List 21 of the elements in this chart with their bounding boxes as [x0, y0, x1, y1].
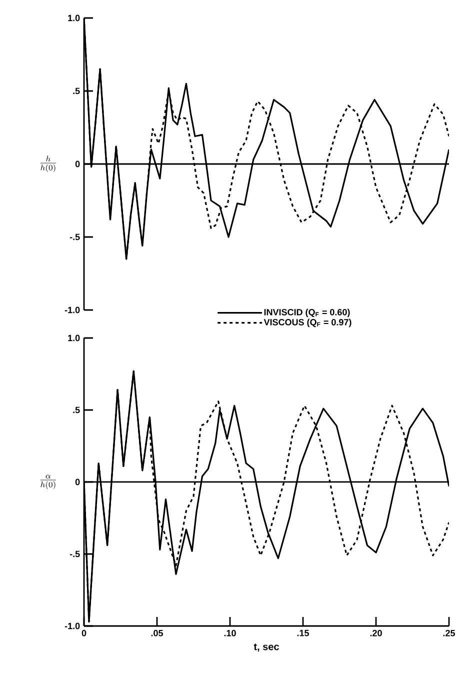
y-tick-label: -.5	[70, 550, 80, 558]
y-tick-label: .5	[73, 88, 80, 94]
x-tick-label: .25	[443, 630, 456, 636]
x-tick-label: .15	[297, 630, 310, 636]
x-tick-label: 0	[82, 630, 86, 636]
y-tick-label: 0	[75, 478, 80, 486]
y-tick-label: 0	[75, 160, 80, 168]
y-axis-title: $\frac{\alpha}{h(0)}$	[40, 474, 56, 490]
y-tick-label: -1.0	[64, 306, 80, 314]
y-tick-label: .5	[73, 406, 80, 414]
legend-label: INVISCID (Q$_{F}$ = 0.60)	[264, 308, 350, 318]
x-tick-label: .05	[151, 630, 164, 636]
legend-label: VISCOUS (Q$_{F}$ = 0.97)	[264, 318, 352, 328]
y-tick-label: 1.0	[68, 334, 80, 342]
y-tick-label: -.5	[70, 234, 80, 240]
x-axis-title: t, sec	[254, 644, 279, 652]
y-axis-title: $\frac{h}{h(0)}$	[40, 156, 56, 172]
y-tick-label: -1.0	[64, 622, 80, 630]
x-tick-label: .10	[224, 630, 236, 636]
x-tick-label: .20	[370, 630, 382, 636]
y-tick-label: 1.0	[68, 14, 80, 22]
